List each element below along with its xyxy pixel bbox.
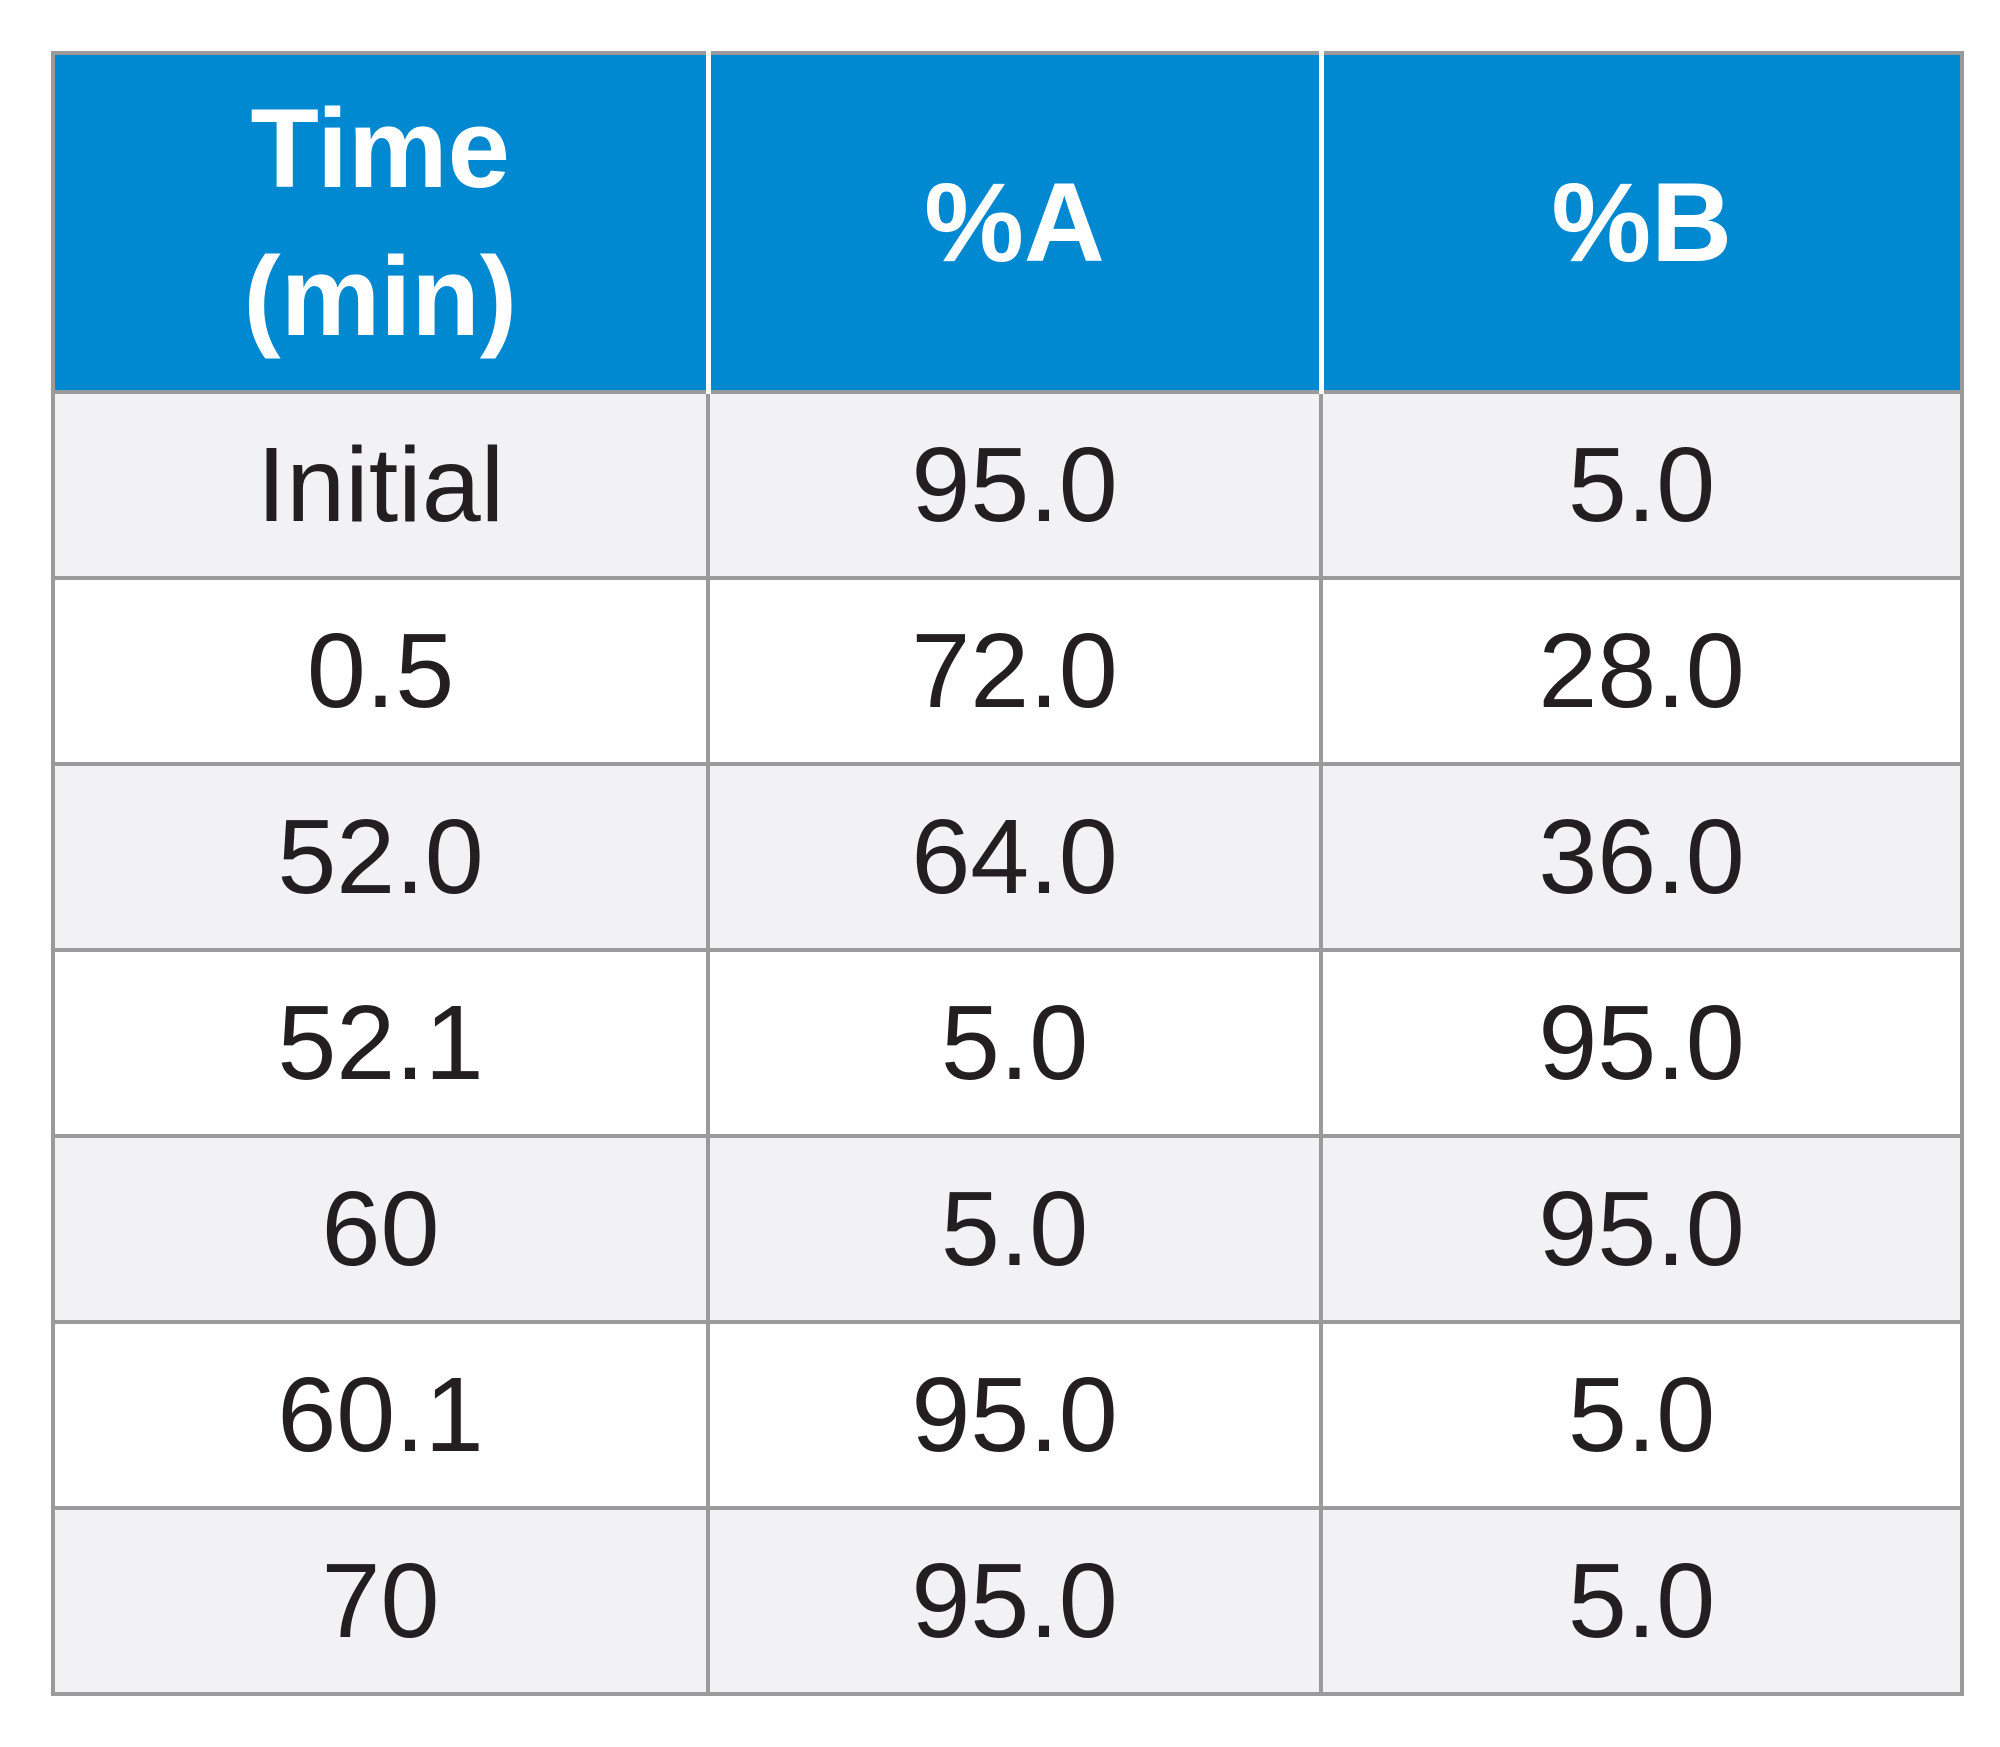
table-row: 52.0 64.0 36.0 <box>51 762 1964 952</box>
cell-time: Initial <box>51 390 710 580</box>
cell-time: 52.1 <box>51 948 710 1138</box>
cell-percent-b: 5.0 <box>1319 390 1964 580</box>
cell-percent-b: 95.0 <box>1319 948 1964 1138</box>
cell-percent-b: 28.0 <box>1319 576 1964 766</box>
cell-percent-b: 5.0 <box>1319 1320 1964 1510</box>
cell-percent-a: 95.0 <box>706 1320 1323 1510</box>
cell-percent-a: 72.0 <box>706 576 1323 766</box>
cell-time: 60 <box>51 1134 710 1324</box>
table-row: 60.1 95.0 5.0 <box>51 1320 1964 1510</box>
cell-percent-b: 5.0 <box>1319 1506 1964 1696</box>
header-row: Time (min) %A %B <box>53 53 1962 394</box>
cell-time: 0.5 <box>51 576 710 766</box>
table-body: Initial 95.0 5.0 0.5 72.0 28.0 52.0 64.0… <box>51 390 1964 1696</box>
cell-percent-a: 5.0 <box>706 948 1323 1138</box>
cell-percent-b: 36.0 <box>1319 762 1964 952</box>
cell-time: 52.0 <box>51 762 710 952</box>
gradient-table: Time (min) %A %B Initial 95.0 5.0 0.5 72… <box>51 51 1964 1696</box>
table-row: 0.5 72.0 28.0 <box>51 576 1964 766</box>
cell-percent-b: 95.0 <box>1319 1134 1964 1324</box>
header-percent-a: %A <box>705 53 1321 394</box>
cell-percent-a: 95.0 <box>706 390 1323 580</box>
table-row: 60 5.0 95.0 <box>51 1134 1964 1324</box>
table-row: 70 95.0 5.0 <box>51 1506 1964 1696</box>
header-percent-b: %B <box>1318 53 1962 394</box>
cell-percent-a: 64.0 <box>706 762 1323 952</box>
table-row: Initial 95.0 5.0 <box>51 390 1964 580</box>
header-time: Time (min) <box>53 53 708 394</box>
cell-percent-a: 95.0 <box>706 1506 1323 1696</box>
cell-percent-a: 5.0 <box>706 1134 1323 1324</box>
cell-time: 60.1 <box>51 1320 710 1510</box>
header-time-line2: (min) <box>243 233 518 359</box>
table-row: 52.1 5.0 95.0 <box>51 948 1964 1138</box>
header-time-line1: Time <box>250 85 510 211</box>
table-header: Time (min) %A %B <box>53 53 1962 394</box>
cell-time: 70 <box>51 1506 710 1696</box>
